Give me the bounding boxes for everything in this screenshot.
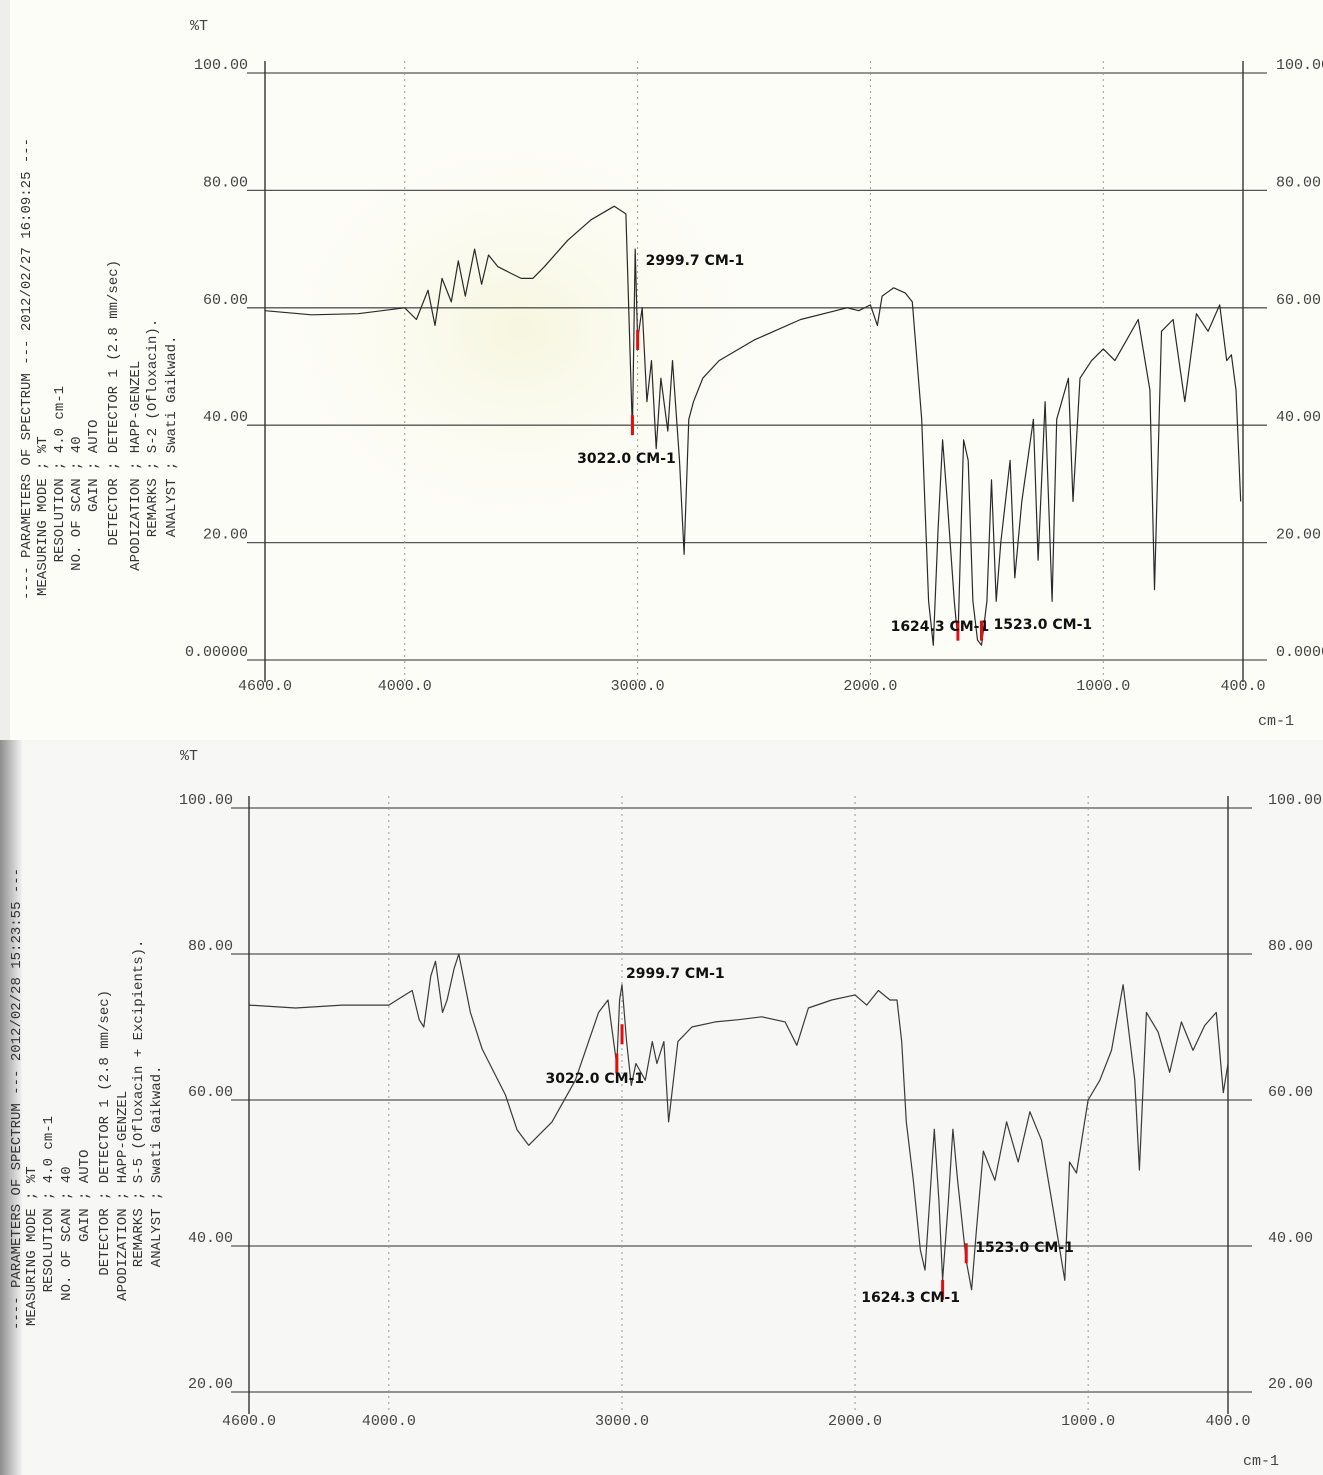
scan-edge: [0, 740, 22, 1475]
parameter-block: ---- PARAMETERS OF SPECTRUM --- 2012/02/…: [9, 868, 165, 1330]
peak-label: 3022.0 CM-1: [545, 1071, 644, 1087]
parameter-row: NO. OF SCAN ; 40: [59, 1166, 75, 1300]
y-tick-label: 20.00: [203, 527, 248, 544]
y-axis-title: %T: [180, 748, 198, 765]
parameter-header: ---- PARAMETERS OF SPECTRUM --- 2012/02/…: [19, 138, 35, 600]
y-tick-label: 60.00: [203, 292, 248, 309]
panel-background: [0, 740, 1323, 1475]
peak-label: 1523.0 CM-1: [975, 1240, 1074, 1256]
x-tick-label: 4600.0: [238, 678, 292, 695]
y-tick-label: 40.00: [203, 409, 248, 426]
parameter-row: REMARKS ; S-2 (Ofloxacin).: [145, 319, 161, 537]
spectrum-panel: 100.00 100.00 80.00 80.00 60.00 60.00 40.00 40.…: [9, 748, 1322, 1470]
parameter-row: MEASURING MODE ; %T: [24, 1166, 40, 1326]
y-tick-label: 100.00: [179, 792, 233, 809]
y-tick-label: 60.00: [188, 1084, 233, 1101]
y-tick-label-right: 40.00: [1276, 409, 1321, 426]
parameter-row: MEASURING MODE ; %T: [35, 436, 51, 596]
x-tick-label: 4000.0: [378, 678, 432, 695]
parameter-row: ANALYST ; Swati Gaikwad.: [149, 1066, 165, 1268]
peak-label: 1624.3 CM-1: [861, 1290, 960, 1306]
parameter-row: APODIZATION ; HAPP-GENZEL: [115, 1091, 131, 1301]
y-tick-label: 0.00000: [185, 644, 248, 661]
peak-label: 3022.0 CM-1: [577, 451, 676, 467]
parameter-row: RESOLUTION ; 4.0 cm-1: [52, 386, 68, 562]
x-tick-label: 2000.0: [828, 1413, 882, 1430]
y-tick-label-right: 0.00000: [1276, 644, 1323, 661]
y-axis-title: %T: [190, 18, 208, 35]
scan-edge: [0, 0, 10, 740]
y-tick-label-right: 20.00: [1268, 1376, 1313, 1393]
parameter-row: REMARKS ; S-5 (Ofloxacin + Excipients).: [131, 940, 147, 1268]
parameter-block: ---- PARAMETERS OF SPECTRUM --- 2012/02/…: [19, 138, 180, 600]
spectrum-line: [264, 205, 1242, 646]
y-tick-label-right: 100.00: [1276, 57, 1323, 74]
x-tick-label: 400.0: [1205, 1413, 1250, 1430]
parameter-header: ---- PARAMETERS OF SPECTRUM --- 2012/02/…: [9, 868, 25, 1330]
x-tick-label: 2000.0: [843, 678, 897, 695]
y-tick-label: 20.00: [188, 1376, 233, 1393]
x-tick-label: 4600.0: [222, 1413, 276, 1430]
x-axis-title: cm-1: [1258, 713, 1294, 730]
parameter-row: APODIZATION ; HAPP-GENZEL: [128, 361, 144, 571]
peak-label: 2999.7 CM-1: [646, 253, 745, 269]
parameter-row: ANALYST ; Swati Gaikwad.: [164, 336, 180, 538]
x-tick-label: 3000.0: [611, 678, 665, 695]
paper-stain: [200, 70, 840, 590]
y-tick-label-right: 40.00: [1268, 1230, 1313, 1247]
y-tick-label-right: 20.00: [1276, 527, 1321, 544]
y-tick-label: 80.00: [188, 938, 233, 955]
parameter-row: GAIN ; AUTO: [86, 420, 102, 512]
y-tick-label-right: 100.00: [1268, 792, 1322, 809]
y-tick-label: 100.00: [194, 57, 248, 74]
x-axis-title: cm-1: [1243, 1453, 1279, 1470]
parameter-row: NO. OF SCAN ; 40: [69, 436, 85, 570]
parameter-row: RESOLUTION ; 4.0 cm-1: [41, 1116, 57, 1292]
y-tick-label-right: 60.00: [1268, 1084, 1313, 1101]
peak-label: 1624.3 CM-1: [891, 619, 990, 635]
x-tick-label: 3000.0: [595, 1413, 649, 1430]
x-tick-label: 1000.0: [1061, 1413, 1115, 1430]
spectrum-line: [248, 953, 1229, 1291]
y-tick-label-right: 60.00: [1276, 292, 1321, 309]
x-tick-label: 1000.0: [1076, 678, 1130, 695]
peak-label: 2999.7 CM-1: [626, 966, 725, 982]
parameter-row: DETECTOR ; DETECTOR 1 (2.8 mm/sec): [106, 260, 122, 546]
parameter-row: DETECTOR ; DETECTOR 1 (2.8 mm/sec): [97, 990, 113, 1276]
y-tick-label-right: 80.00: [1276, 174, 1321, 191]
parameter-row: GAIN ; AUTO: [77, 1150, 93, 1242]
y-tick-label: 40.00: [188, 1230, 233, 1247]
x-tick-label: 400.0: [1220, 678, 1265, 695]
y-tick-label-right: 80.00: [1268, 938, 1313, 955]
peak-label: 1523.0 CM-1: [994, 617, 1093, 633]
y-tick-label: 80.00: [203, 174, 248, 191]
x-tick-label: 4000.0: [362, 1413, 416, 1430]
spectrum-panel: 100.00 100.00 80.00 80.00 60.00 60.00 40.00 40.…: [19, 18, 1323, 730]
